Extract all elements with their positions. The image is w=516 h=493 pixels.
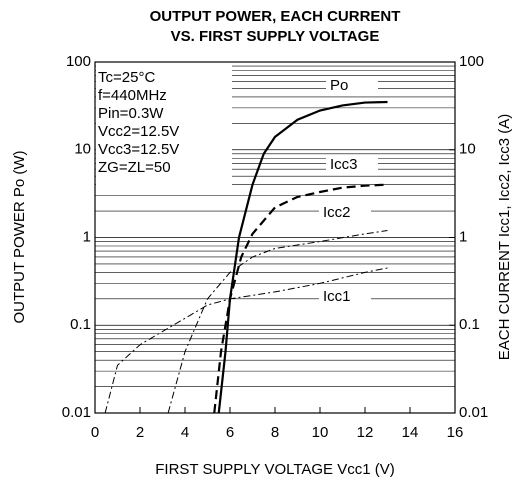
y2-tick-label: 0.1 <box>459 316 480 333</box>
series-label-bg <box>326 77 378 95</box>
series-line <box>167 230 388 414</box>
series-line <box>217 100 388 414</box>
x-tick-label: 10 <box>312 424 329 441</box>
y2-tick-label: 10 <box>459 141 476 158</box>
y2-tick-label: 100 <box>459 53 484 70</box>
series-line <box>213 183 388 414</box>
y2-axis-label: EACH CURRENT Icc1, Icc2, Icc3 (A) <box>496 114 513 360</box>
plot-frame <box>94 61 456 414</box>
y2-tick-label: 1 <box>459 228 467 245</box>
x-tick-label: 14 <box>402 424 419 441</box>
series-label: Icc3 <box>330 156 358 173</box>
x-tick-label: 2 <box>136 424 144 441</box>
x-tick-label: 6 <box>226 424 234 441</box>
series-label: Icc1 <box>323 288 351 305</box>
annotation: f=440MHz <box>98 87 167 104</box>
series-line <box>104 267 388 414</box>
x-tick-label: 16 <box>447 424 464 441</box>
series-label: Icc2 <box>323 204 351 221</box>
y-tick-label: 0.01 <box>62 404 91 421</box>
x-axis-label: FIRST SUPPLY VOLTAGE Vcc1 (V) <box>155 461 395 478</box>
series-label-bg <box>319 204 371 222</box>
chart-title: VS. FIRST SUPPLY VOLTAGE <box>171 28 380 45</box>
annotation: Vcc2=12.5V <box>98 123 179 140</box>
y-tick-label: 100 <box>66 53 91 70</box>
annotation: Pin=0.3W <box>98 105 164 122</box>
y-tick-label: 0.1 <box>70 316 91 333</box>
x-tick-label: 4 <box>181 424 189 441</box>
chart-title: OUTPUT POWER, EACH CURRENT <box>150 8 401 25</box>
y-axis-label: OUTPUT POWER Po (W) <box>11 150 28 323</box>
y-tick-label: 10 <box>74 141 91 158</box>
x-tick-label: 12 <box>357 424 374 441</box>
y-tick-label: 1 <box>83 228 91 245</box>
annotation: Vcc3=12.5V <box>98 141 179 158</box>
conditions-box <box>96 63 232 193</box>
annotation: ZG=ZL=50 <box>98 159 171 176</box>
series-label-bg <box>319 288 371 306</box>
y2-tick-label: 0.01 <box>459 404 488 421</box>
series-label: Po <box>330 77 348 94</box>
annotation: Tc=25°C <box>98 69 155 86</box>
x-tick-label: 0 <box>91 424 99 441</box>
x-tick-label: 8 <box>271 424 279 441</box>
series-label-bg <box>326 156 378 174</box>
